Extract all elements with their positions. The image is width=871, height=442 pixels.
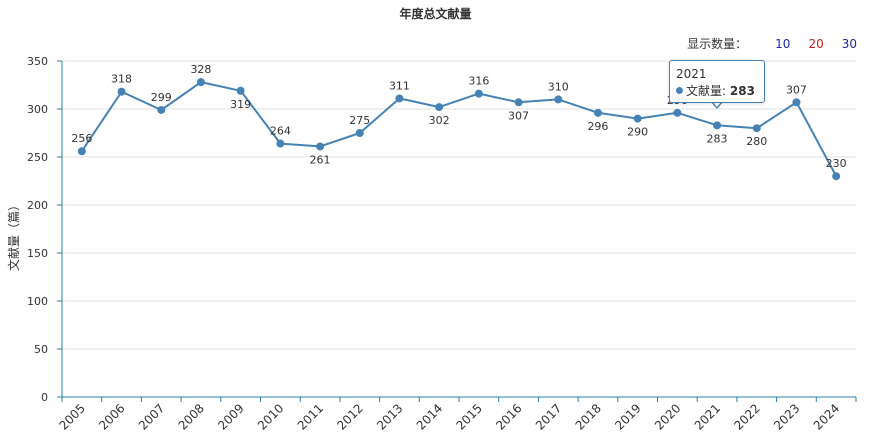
x-tick-labels: 2005 2006 2007 2008 2009 2010 2011 2012 2013 2014…	[56, 401, 842, 432]
data-point-2020[interactable]	[673, 108, 682, 117]
tooltip-series-label: 文献量:	[686, 84, 727, 98]
data-label-2011: 261	[310, 153, 331, 166]
x-tick-label-2021: 2021	[692, 401, 723, 432]
data-label-2014: 302	[429, 114, 450, 127]
x-tick-label-2007: 2007	[136, 401, 167, 432]
data-label-2005: 256	[71, 132, 92, 145]
count-option-30[interactable]: 30	[841, 36, 857, 51]
y-tick-label-250: 250	[27, 151, 48, 164]
count-selector: 显示数量： 10 20 30	[687, 35, 857, 52]
count-option-10[interactable]: 10	[775, 36, 791, 51]
tooltip-series-dot-icon	[676, 87, 683, 94]
tooltip-value: 283	[729, 84, 755, 98]
data-label-2008: 328	[190, 63, 211, 76]
y-tick-label-150: 150	[27, 247, 48, 260]
count-option-20[interactable]: 20	[808, 36, 824, 51]
y-tick-label-0: 0	[41, 391, 48, 404]
data-point-2007[interactable]	[157, 105, 166, 114]
y-tick-label-50: 50	[34, 343, 48, 356]
x-tick-label-2008: 2008	[176, 401, 207, 432]
tooltip-year: 2021	[676, 67, 707, 81]
x-tick-label-2014: 2014	[414, 401, 445, 432]
data-point-2022[interactable]	[752, 124, 761, 133]
x-tick-label-2020: 2020	[652, 401, 683, 432]
data-label-2009: 319	[230, 98, 251, 111]
data-point-2018[interactable]	[593, 108, 602, 117]
y-tick-label-200: 200	[27, 199, 48, 212]
x-tick-label-2017: 2017	[533, 401, 564, 432]
data-point-2021[interactable]	[713, 121, 722, 130]
data-label-2010: 264	[270, 125, 291, 138]
y-tick-labels: 0 50 100 150 200 250 300 350	[27, 55, 48, 404]
y-tick-label-350: 350	[27, 55, 48, 68]
data-point-2005[interactable]	[77, 147, 86, 156]
data-points	[77, 78, 841, 181]
data-point-2008[interactable]	[196, 78, 205, 87]
axes	[57, 60, 857, 402]
data-point-2024[interactable]	[832, 172, 841, 181]
data-label-2016: 307	[508, 109, 529, 122]
data-label-2023: 307	[786, 83, 807, 96]
x-tick-label-2024: 2024	[811, 401, 842, 432]
data-point-2012[interactable]	[355, 129, 364, 137]
data-point-2010[interactable]	[276, 139, 285, 148]
hover-tooltip: 2021 文献量: 283	[669, 60, 765, 103]
data-point-2016[interactable]	[514, 98, 523, 107]
y-tick-label-100: 100	[27, 295, 48, 308]
x-tick-label-2022: 2022	[731, 401, 762, 432]
x-tick-label-2011: 2011	[295, 401, 326, 432]
series-line-文献量	[80, 81, 838, 177]
y-tick-label-300: 300	[27, 103, 48, 116]
data-point-2017[interactable]	[554, 95, 563, 104]
data-point-2013[interactable]	[395, 94, 404, 103]
series-line-layer	[80, 81, 838, 177]
data-label-2013: 311	[389, 79, 410, 92]
data-point-2015[interactable]	[474, 89, 483, 98]
x-tick-label-2018: 2018	[573, 401, 604, 432]
y-axis-label: 文献量（篇）	[6, 199, 21, 271]
data-point-2009[interactable]	[236, 86, 245, 95]
data-point-2019[interactable]	[633, 114, 642, 123]
count-selector-label: 显示数量：	[687, 37, 748, 51]
data-label-2015: 316	[468, 75, 489, 88]
tooltip-arrow-inner	[712, 101, 722, 107]
data-labels: 256 318 299 328 319 264 261 275 311 302 316 307 310 2…	[71, 63, 846, 170]
data-label-2022: 280	[746, 135, 767, 148]
data-label-2024: 230	[826, 157, 847, 170]
data-label-2017: 310	[548, 80, 569, 93]
gridlines	[62, 60, 856, 350]
chart-title: 年度总文献量	[399, 7, 472, 21]
x-tick-label-2019: 2019	[612, 401, 643, 432]
x-tick-label-2013: 2013	[374, 401, 405, 432]
data-label-2019: 290	[627, 126, 648, 139]
x-tick-label-2006: 2006	[96, 401, 127, 432]
data-label-2006: 318	[111, 73, 132, 86]
data-label-2018: 296	[587, 120, 608, 133]
x-tick-label-2015: 2015	[453, 401, 484, 432]
x-tick-label-2023: 2023	[771, 401, 802, 432]
x-tick-label-2012: 2012	[334, 401, 365, 432]
tooltip-row: 文献量: 283	[676, 82, 758, 100]
x-tick-label-2005: 2005	[56, 401, 87, 432]
data-point-2023[interactable]	[792, 98, 801, 107]
x-tick-label-2010: 2010	[255, 401, 286, 432]
data-point-2011[interactable]	[316, 142, 325, 151]
data-label-2007: 299	[151, 91, 172, 104]
x-tick-label-2009: 2009	[215, 401, 246, 432]
data-point-2014[interactable]	[435, 103, 444, 112]
x-tick-label-2016: 2016	[493, 401, 524, 432]
data-label-2021: 283	[707, 132, 728, 145]
data-point-2006[interactable]	[117, 87, 126, 96]
data-label-2012: 275	[349, 114, 370, 127]
